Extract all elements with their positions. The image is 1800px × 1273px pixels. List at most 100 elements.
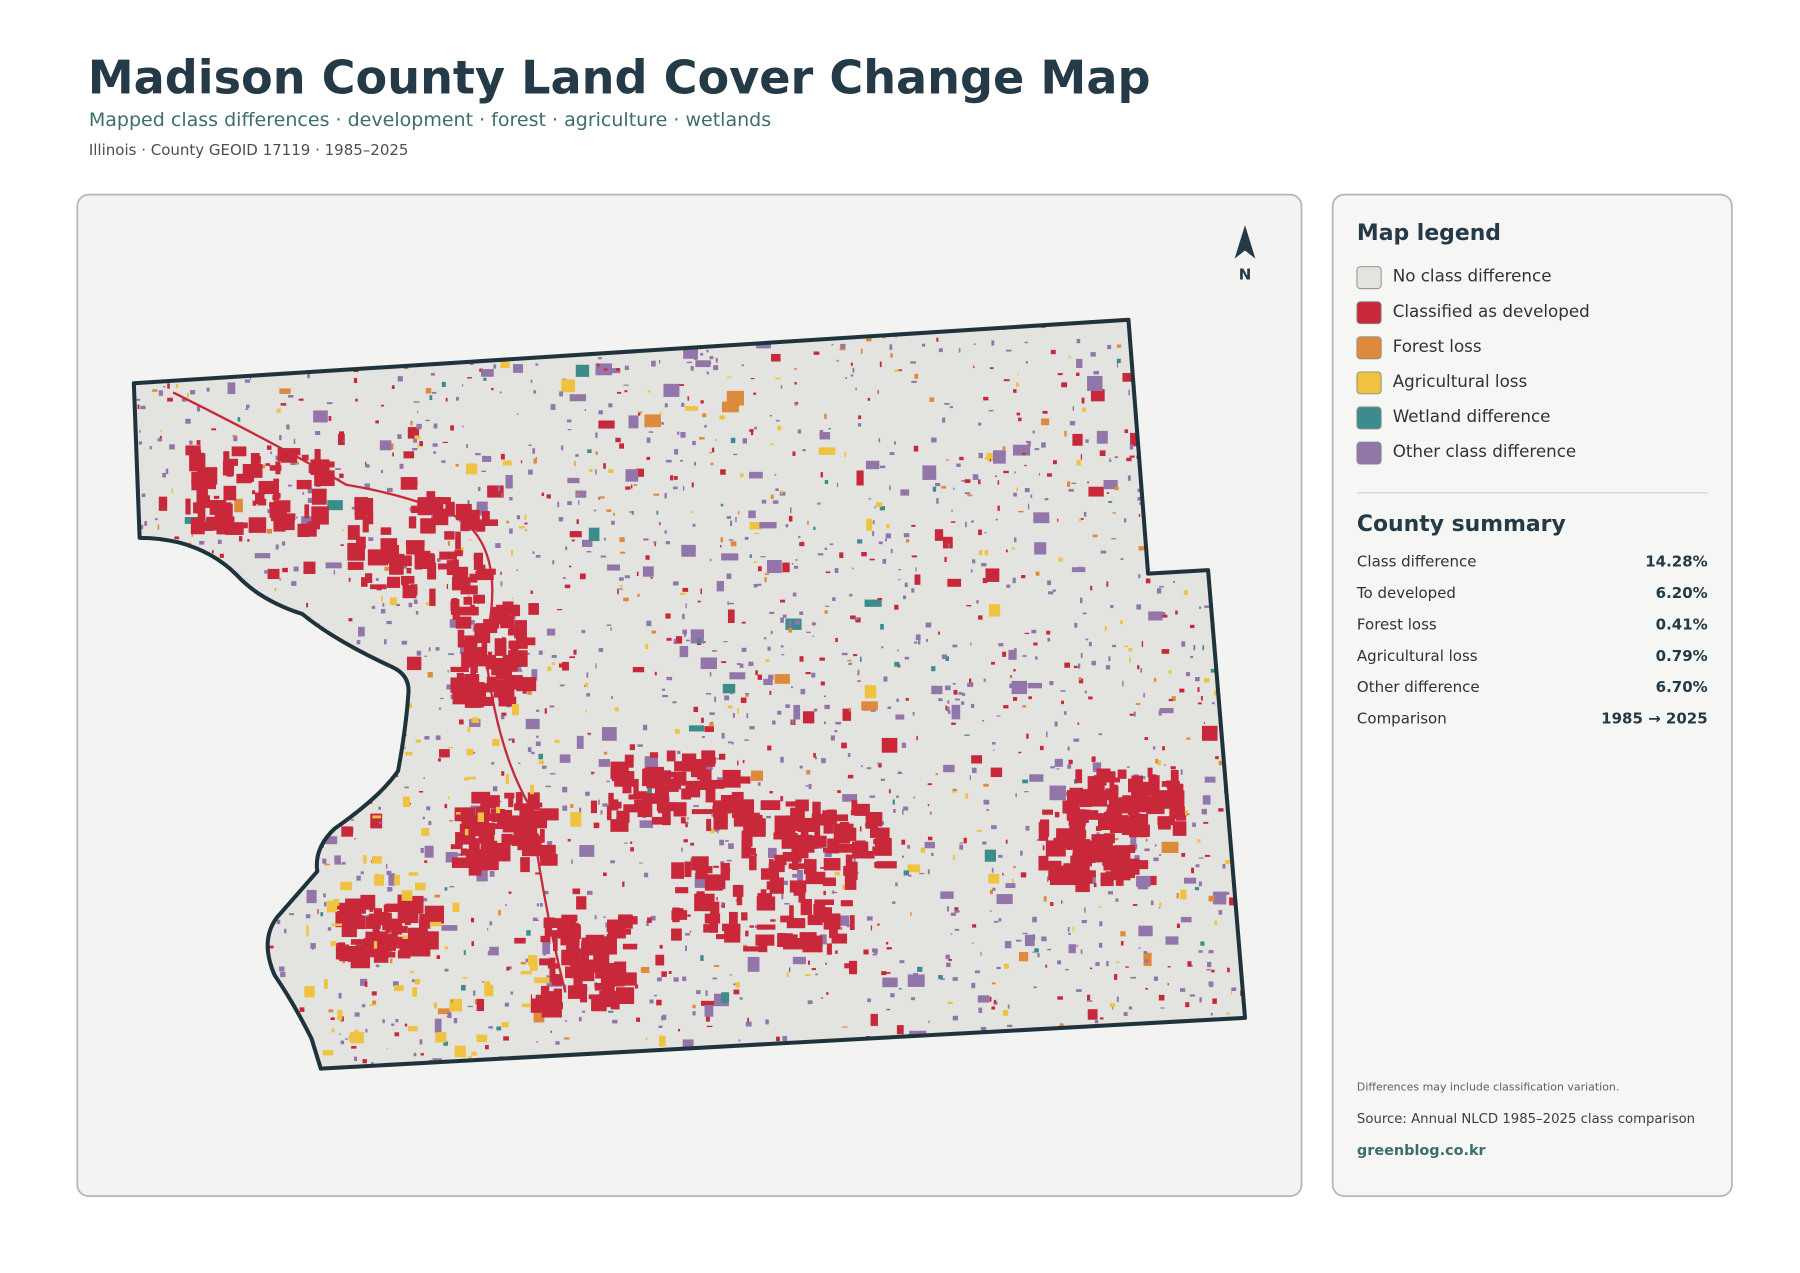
change-patch: [280, 403, 287, 406]
change-patch: [364, 483, 370, 489]
change-patch: [475, 453, 481, 456]
change-patch: [732, 884, 744, 897]
change-patch: [749, 925, 754, 928]
change-patch: [457, 629, 465, 648]
change-patch: [540, 853, 558, 866]
change-patch: [1222, 863, 1226, 869]
change-patch: [466, 776, 476, 780]
change-patch: [473, 990, 476, 996]
change-patch: [800, 831, 809, 838]
change-patch: [993, 920, 999, 923]
change-patch: [766, 560, 782, 574]
change-patch: [814, 825, 821, 843]
change-patch: [408, 516, 417, 529]
change-patch: [427, 562, 437, 580]
change-patch: [1084, 870, 1096, 878]
change-patch: [322, 858, 327, 864]
change-patch: [191, 471, 200, 485]
change-patch: [651, 630, 657, 634]
change-patch: [850, 362, 853, 366]
change-patch: [551, 662, 555, 665]
change-patch: [1054, 758, 1063, 767]
change-patch: [1033, 986, 1037, 989]
change-patch: [335, 911, 350, 928]
change-patch: [476, 1034, 488, 1043]
change-patch: [1170, 769, 1179, 783]
change-patch: [792, 842, 801, 855]
change-patch: [1042, 410, 1048, 414]
change-patch: [434, 894, 441, 898]
change-patch: [1212, 998, 1217, 1004]
change-patch: [549, 974, 562, 982]
change-patch: [418, 919, 428, 934]
change-patch: [691, 809, 713, 815]
change-patch: [1202, 645, 1205, 651]
change-patch: [875, 502, 883, 507]
change-patch: [1123, 645, 1129, 648]
change-patch: [709, 356, 714, 360]
change-patch: [799, 542, 805, 547]
change-patch: [727, 705, 733, 709]
change-patch: [414, 435, 419, 439]
change-patch: [748, 510, 756, 519]
change-patch: [304, 986, 315, 998]
change-patch: [865, 460, 880, 470]
change-patch: [483, 377, 487, 381]
change-patch: [301, 516, 312, 530]
change-patch: [461, 653, 478, 665]
change-patch: [1016, 487, 1019, 492]
change-patch: [636, 571, 639, 577]
change-patch: [619, 537, 625, 543]
change-patch: [935, 773, 939, 776]
change-patch: [1194, 887, 1200, 891]
change-patch: [468, 539, 472, 541]
change-patch: [1068, 759, 1073, 765]
change-patch: [500, 581, 503, 587]
change-patch: [1076, 989, 1082, 992]
change-patch: [967, 682, 973, 688]
change-patch: [598, 357, 602, 360]
site-link[interactable]: greenblog.co.kr: [1357, 1143, 1487, 1159]
change-patch: [655, 954, 665, 966]
change-patch: [988, 604, 1001, 617]
change-patch: [1081, 830, 1087, 839]
change-patch: [530, 994, 533, 999]
change-patch: [549, 957, 556, 976]
change-patch: [836, 359, 839, 362]
change-patch: [785, 524, 789, 528]
change-patch: [802, 711, 815, 724]
change-patch: [384, 639, 387, 645]
change-patch: [952, 682, 956, 685]
change-patch: [1105, 665, 1111, 670]
change-patch: [1198, 950, 1203, 953]
change-patch: [349, 904, 361, 911]
change-patch: [951, 509, 953, 512]
change-patch: [1034, 448, 1040, 451]
change-patch: [1080, 653, 1083, 659]
change-patch: [447, 1012, 452, 1019]
change-patch: [611, 520, 615, 525]
change-patch: [894, 441, 896, 445]
change-patch: [408, 602, 413, 608]
change-patch: [495, 806, 501, 814]
change-patch: [417, 443, 419, 449]
change-patch: [1039, 745, 1044, 751]
change-patch: [438, 758, 441, 762]
change-patch: [428, 647, 431, 652]
change-patch: [540, 828, 545, 843]
change-patch: [898, 578, 901, 581]
change-patch: [849, 915, 855, 931]
change-patch: [726, 573, 732, 580]
change-patch: [237, 417, 241, 422]
change-patch: [983, 678, 986, 682]
change-patch: [569, 656, 575, 659]
change-patch: [825, 962, 828, 965]
change-patch: [1218, 808, 1224, 812]
change-patch: [658, 796, 670, 814]
change-patch: [594, 983, 613, 991]
change-patch: [911, 555, 918, 558]
change-patch: [509, 497, 513, 501]
change-patch: [274, 588, 277, 591]
change-patch: [759, 522, 777, 529]
change-patch: [518, 762, 521, 764]
